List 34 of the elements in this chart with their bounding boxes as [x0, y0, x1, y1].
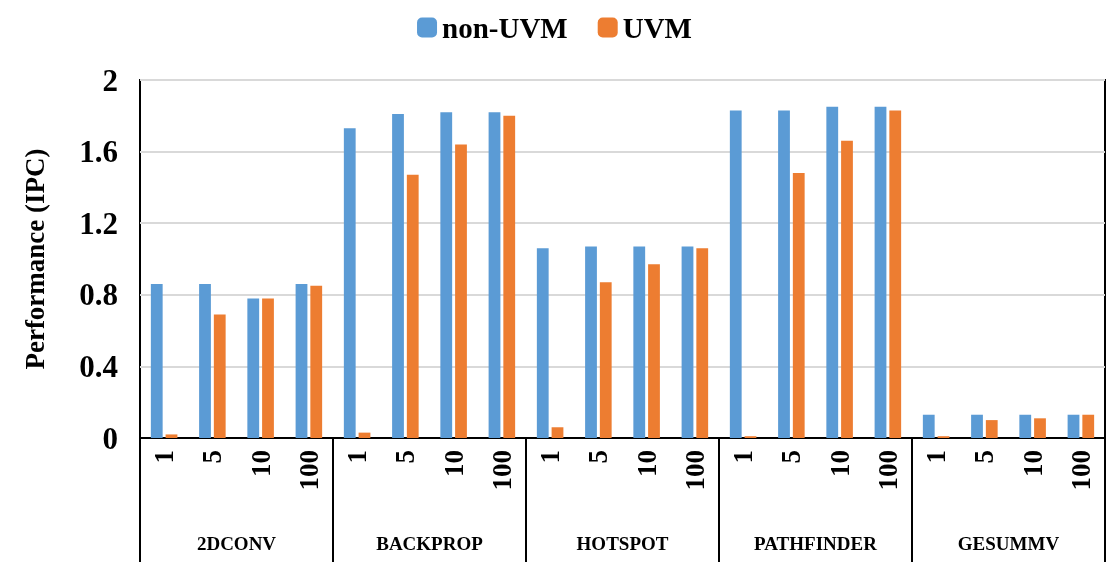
text: HOTSPOT: [576, 533, 669, 554]
x-tick-label: 100: [872, 450, 903, 491]
y-axis-title: Performance (IPC): [19, 148, 50, 370]
y-tick-label: 1.6: [79, 134, 118, 170]
x-tick-label: 100: [1065, 450, 1096, 491]
x-tick-label: 5: [776, 450, 807, 464]
x-tick-label: 1: [342, 450, 373, 464]
y-tick-label: 0.8: [79, 277, 118, 313]
x-tick-label: 10: [438, 450, 469, 477]
y-tick-label: 1.2: [79, 205, 118, 241]
x-tick-label: 10: [245, 450, 276, 477]
x-tick-label: 1: [921, 450, 952, 464]
x-tick-label: 5: [969, 450, 1000, 464]
x-tick-label: 5: [390, 450, 421, 464]
x-tick-label: 1: [728, 450, 759, 464]
x-tick-label: 5: [197, 450, 228, 464]
x-tick-label: 1: [149, 450, 180, 464]
text: BACKPROP: [376, 533, 484, 554]
y-tick-label: 2: [102, 62, 118, 98]
text: 2DCONV: [196, 533, 277, 554]
legend-label: non-UVM: [442, 11, 568, 44]
text: GESUMMV: [957, 533, 1060, 554]
x-tick-label: 10: [824, 450, 855, 477]
legend-label: UVM: [622, 11, 692, 44]
x-tick-label: 10: [631, 450, 662, 477]
x-tick-label: 100: [679, 450, 710, 491]
x-tick-label: 1: [535, 450, 566, 464]
text: PATHFINDER: [754, 533, 878, 554]
y-tick-label: 0.4: [79, 348, 118, 384]
x-tick-label: 5: [583, 450, 614, 464]
x-tick-label: 100: [293, 450, 324, 491]
y-tick-label: 0: [102, 420, 118, 456]
x-tick-label: 100: [486, 450, 517, 491]
x-tick-label: 10: [1017, 450, 1048, 477]
